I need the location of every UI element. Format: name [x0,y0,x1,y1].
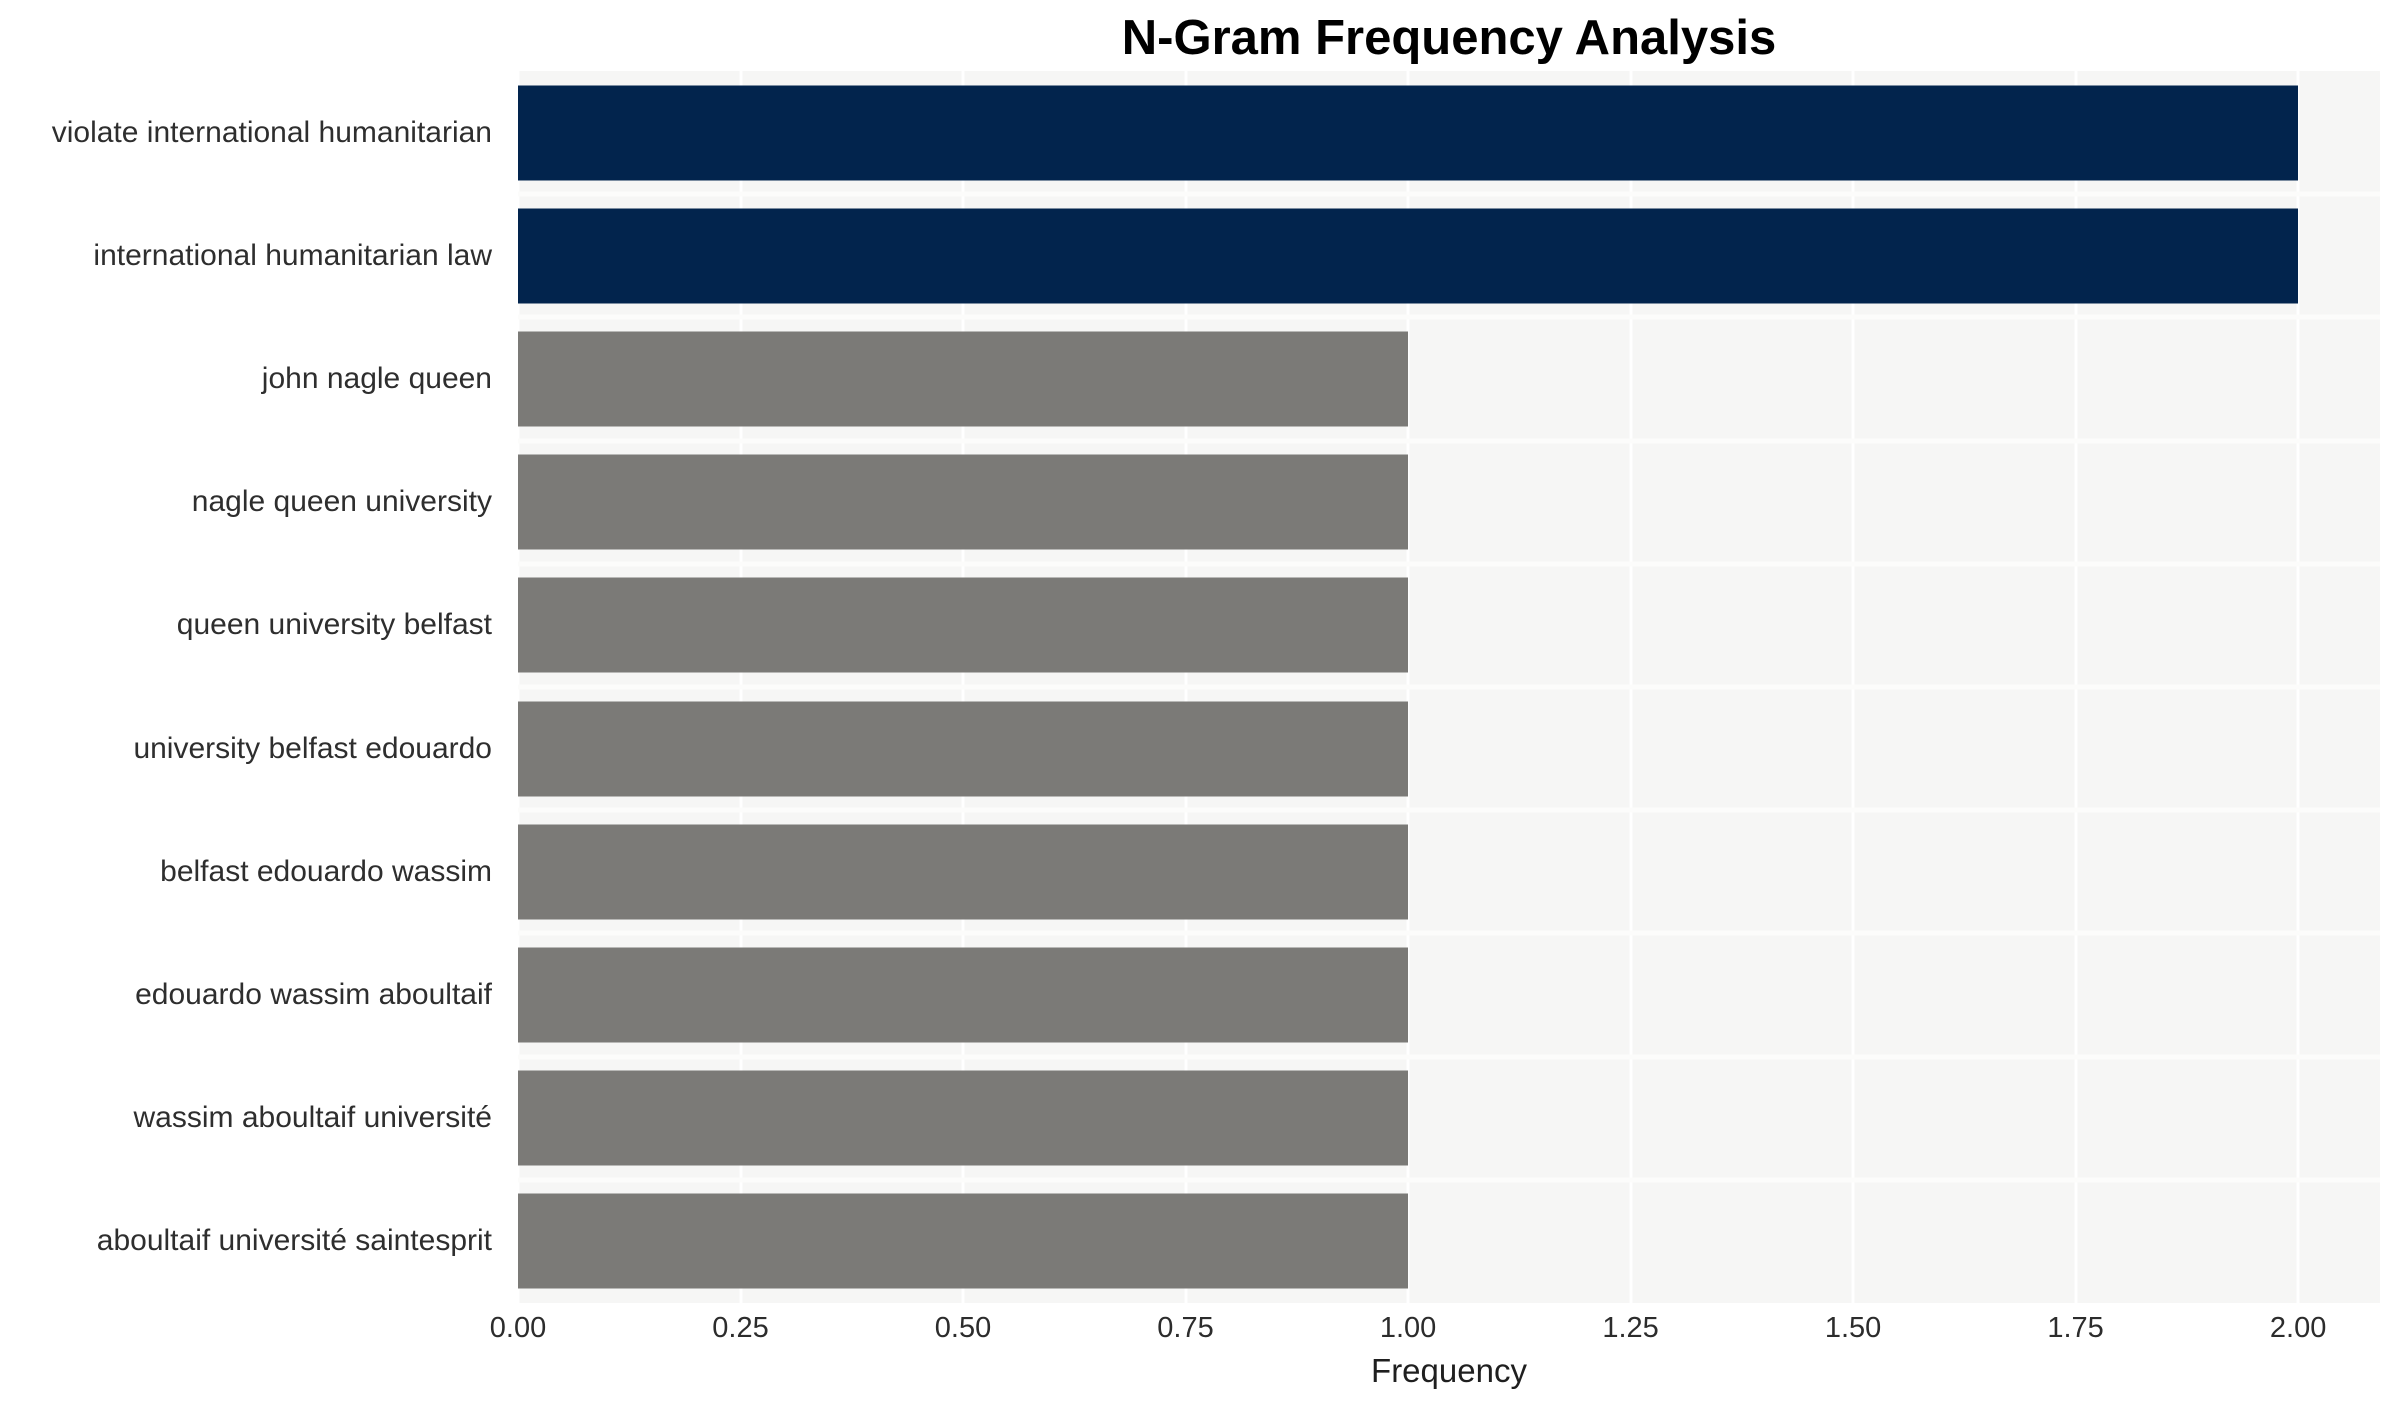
bar-2 [518,208,2299,304]
y-axis-labels: violate international humanitarian intern… [0,71,492,1303]
chart-row [518,194,2380,317]
bar-7 [518,824,1409,920]
x-tick-label: 1.25 [1602,1312,1659,1344]
bar-9 [518,1070,1409,1166]
x-tick-label: 1.00 [1379,1312,1437,1344]
chart-title: N-Gram Frequency Analysis [1121,11,1777,65]
y-axis-label: aboultaif université saintesprit [96,1224,492,1258]
gridline-horizontal [518,438,2380,444]
x-tick-label: 0.50 [934,1312,992,1344]
bar-1 [518,85,2299,181]
x-tick-label: 2.00 [2269,1312,2327,1344]
x-axis-title: Frequency [1371,1352,1527,1389]
gridline-horizontal [518,807,2380,813]
chart-row [518,317,2380,440]
bar-8 [518,947,1409,1043]
chart-row [518,1180,2380,1303]
y-axis-label: violate international humanitarian [51,115,492,149]
x-tick-label: 0.75 [1157,1312,1214,1344]
x-tick-label: 1.75 [2047,1312,2104,1344]
chart-row [518,71,2380,194]
bar-3 [518,331,1409,427]
plot-panel [516,71,2380,1303]
chart-row [518,933,2380,1056]
gridline-horizontal [518,1054,2380,1060]
gridline-horizontal [518,314,2380,320]
x-tick-label: 0.00 [489,1312,547,1344]
bar-6 [518,701,1409,797]
chart-row [518,441,2380,564]
y-axis-label: edouardo wassim aboultaif [135,977,492,1011]
gridline-horizontal [518,1177,2380,1183]
y-axis-label: queen university belfast [176,608,492,642]
y-axis-label: belfast edouardo wassim [160,854,492,888]
y-axis-label: nagle queen university [191,485,492,519]
chart-row [518,1057,2380,1180]
x-tick-label: 0.25 [712,1312,769,1344]
gridline-horizontal [518,930,2380,936]
bar-5 [518,577,1409,673]
y-axis-label: international humanitarian law [93,238,492,272]
x-axis-ticks: 0.00 0.25 0.50 0.75 1.00 1.25 1.50 1.75 2.00 [490,1312,2380,1352]
gridline-horizontal [518,684,2380,690]
y-axis-label: wassim aboultaif université [133,1101,493,1135]
gridline-horizontal [518,191,2380,197]
chart-row [518,564,2380,687]
bar-4 [518,454,1409,550]
chart-row [518,810,2380,933]
chart-row [518,687,2380,810]
y-axis-label: university belfast edouardo [133,731,492,765]
gridline-horizontal [518,561,2380,567]
y-axis-label: john nagle queen [261,361,492,395]
bar-10 [518,1193,1409,1289]
x-tick-label: 1.50 [1824,1312,1882,1344]
